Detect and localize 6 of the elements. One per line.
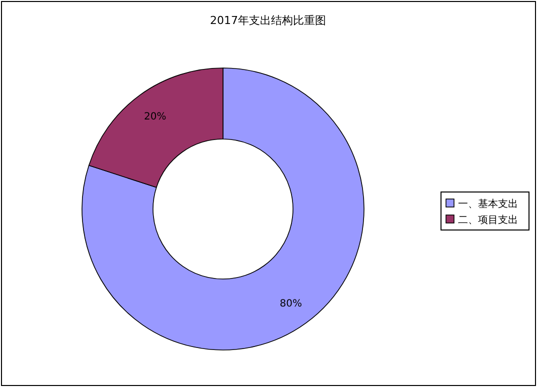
donut-slice	[82, 68, 364, 350]
legend-label: 一、基本支出	[458, 198, 518, 210]
data-label: 20%	[144, 112, 166, 123]
legend-label: 二、项目支出	[458, 214, 518, 226]
data-label: 80%	[280, 298, 302, 310]
chart-title: 2017年支出结构比重图	[210, 14, 326, 27]
